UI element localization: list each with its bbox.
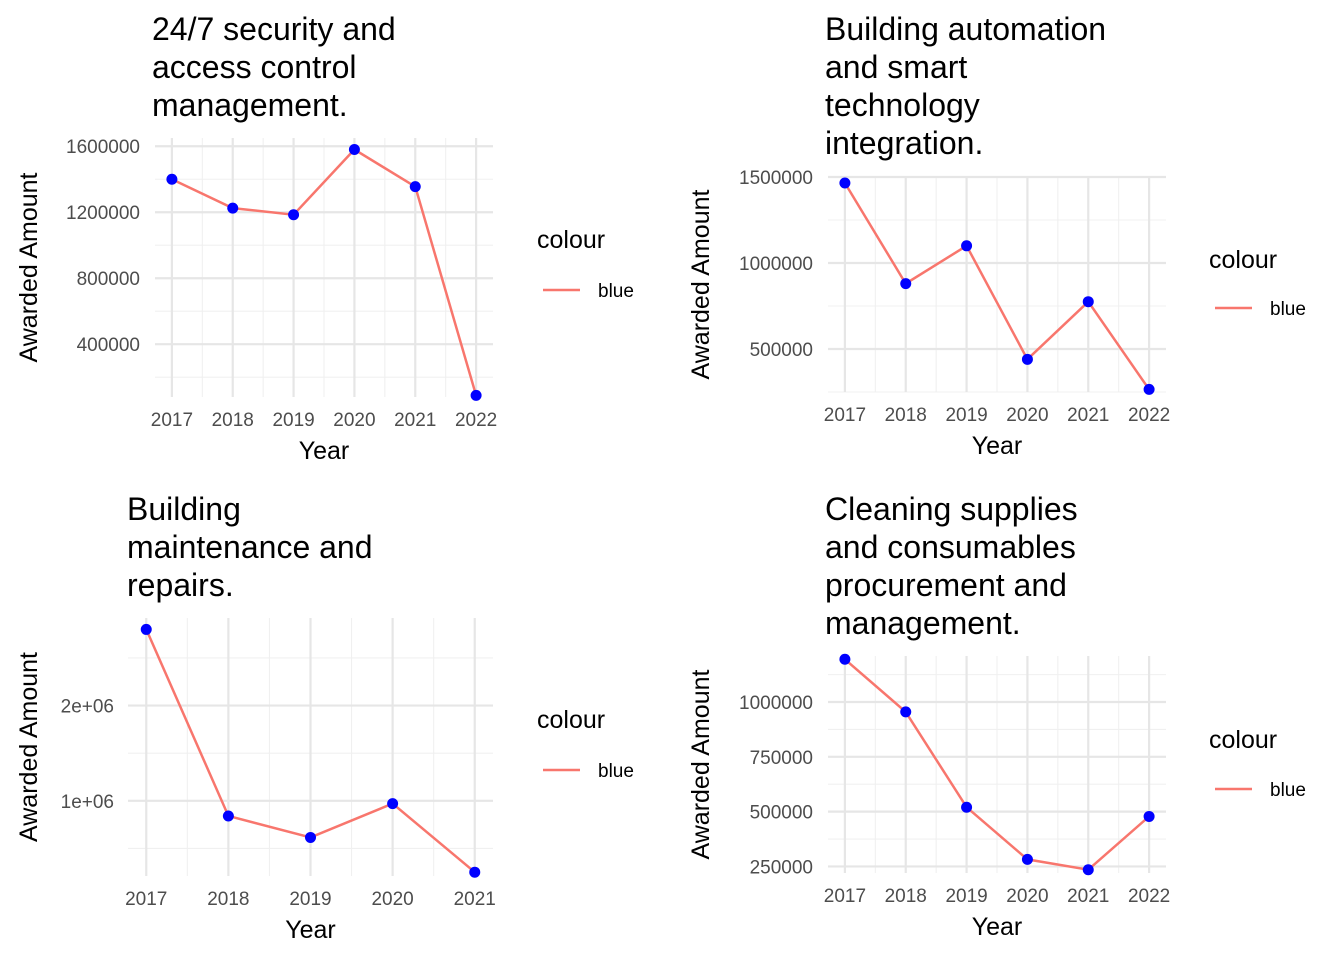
- series-line: [171, 147, 478, 396]
- x-tick-label: 2022: [1128, 405, 1170, 426]
- series-line: [844, 658, 1150, 872]
- x-tick-label: 2022: [455, 410, 497, 431]
- chart-title-line: Building automation: [825, 11, 1106, 47]
- x-tick-label: 2017: [824, 405, 866, 426]
- x-tick-label: 2018: [207, 889, 249, 910]
- x-tick-label: 2019: [945, 886, 987, 907]
- data-point: [387, 798, 399, 810]
- legend-entry-label: blue: [598, 281, 634, 302]
- y-tick-label: 250000: [750, 857, 813, 878]
- chart-title-line: repairs.: [127, 567, 234, 603]
- data-point: [1021, 353, 1033, 365]
- x-tick-label: 2020: [333, 410, 375, 431]
- chart-title-line: technology: [825, 87, 980, 123]
- data-point: [1082, 296, 1094, 308]
- chart-title-line: and smart: [825, 49, 967, 85]
- data-point: [166, 173, 178, 185]
- chart-title-line: integration.: [825, 125, 983, 161]
- x-tick-label: 2017: [824, 886, 866, 907]
- x-tick-label: 2018: [212, 410, 254, 431]
- series-line: [843, 182, 1151, 391]
- data-point: [900, 706, 912, 718]
- data-point: [1082, 864, 1094, 876]
- chart-title-line: maintenance and: [127, 529, 373, 565]
- chart-title-line: access control: [152, 49, 357, 85]
- y-axis-label: Awarded Amount: [687, 669, 715, 859]
- data-point: [305, 831, 316, 843]
- x-tick-label: 2019: [945, 405, 987, 426]
- y-tick-label: 1500000: [739, 168, 813, 189]
- legend-title: colour: [537, 706, 605, 734]
- legend-title: colour: [537, 226, 605, 254]
- y-tick-label: 1000000: [739, 693, 813, 714]
- data-point: [961, 801, 973, 813]
- y-tick-label: 1600000: [66, 137, 140, 158]
- y-tick-label: 400000: [77, 335, 140, 356]
- data-point: [1021, 853, 1033, 865]
- data-point: [469, 866, 481, 878]
- data-point: [839, 177, 851, 189]
- x-axis-label: Year: [972, 913, 1023, 941]
- data-point: [470, 389, 482, 401]
- chart-title-line: Building: [127, 491, 241, 527]
- data-point: [961, 240, 973, 252]
- legend-title: colour: [1209, 246, 1277, 274]
- y-tick-label: 1000000: [739, 254, 813, 275]
- chart-title-line: and consumables: [825, 529, 1076, 565]
- x-tick-label: 2017: [151, 410, 193, 431]
- data-point: [409, 181, 421, 193]
- y-tick-label: 500000: [750, 340, 813, 361]
- legend-entry-label: blue: [1270, 780, 1306, 801]
- x-tick-label: 2020: [1006, 405, 1048, 426]
- x-tick-label: 2020: [1006, 886, 1048, 907]
- x-tick-label: 2018: [885, 405, 927, 426]
- y-axis-label: Awarded Amount: [15, 172, 43, 362]
- x-tick-label: 2019: [272, 410, 314, 431]
- y-tick-label: 750000: [750, 748, 813, 769]
- chart-title-line: Cleaning supplies: [825, 491, 1078, 527]
- legend-entry-label: blue: [598, 761, 634, 782]
- data-point: [1143, 383, 1155, 395]
- data-point: [222, 810, 234, 822]
- chart-title-line: procurement and: [825, 567, 1067, 603]
- x-axis-label: Year: [972, 432, 1023, 460]
- chart-title-line: management.: [152, 87, 348, 123]
- data-point: [227, 202, 239, 214]
- y-axis-label: Awarded Amount: [687, 189, 715, 379]
- x-tick-label: 2021: [394, 410, 436, 431]
- data-point: [1143, 810, 1155, 822]
- y-axis-label: Awarded Amount: [15, 652, 43, 842]
- x-axis-label: Year: [285, 916, 336, 944]
- x-tick-label: 2018: [885, 886, 927, 907]
- legend-entry-label: blue: [1270, 299, 1306, 320]
- data-point: [839, 653, 851, 665]
- chart-title-line: management.: [825, 605, 1021, 641]
- x-tick-label: 2022: [1128, 886, 1170, 907]
- y-tick-label: 800000: [77, 269, 140, 290]
- x-tick-label: 2021: [1067, 886, 1109, 907]
- data-point: [900, 278, 912, 290]
- y-tick-label: 500000: [750, 803, 813, 824]
- y-tick-label: 2e+06: [61, 697, 114, 718]
- x-tick-label: 2020: [371, 889, 413, 910]
- x-axis-label: Year: [299, 437, 350, 465]
- data-point: [348, 144, 360, 156]
- y-tick-label: 1200000: [66, 203, 140, 224]
- y-tick-label: 1e+06: [61, 792, 114, 813]
- data-point: [288, 209, 300, 221]
- x-tick-label: 2021: [1067, 405, 1109, 426]
- x-tick-label: 2021: [454, 889, 496, 910]
- legend-title: colour: [1209, 726, 1277, 754]
- x-tick-label: 2017: [125, 889, 167, 910]
- data-point: [140, 623, 152, 635]
- x-tick-label: 2019: [289, 889, 331, 910]
- chart-title-line: 24/7 security and: [152, 11, 396, 47]
